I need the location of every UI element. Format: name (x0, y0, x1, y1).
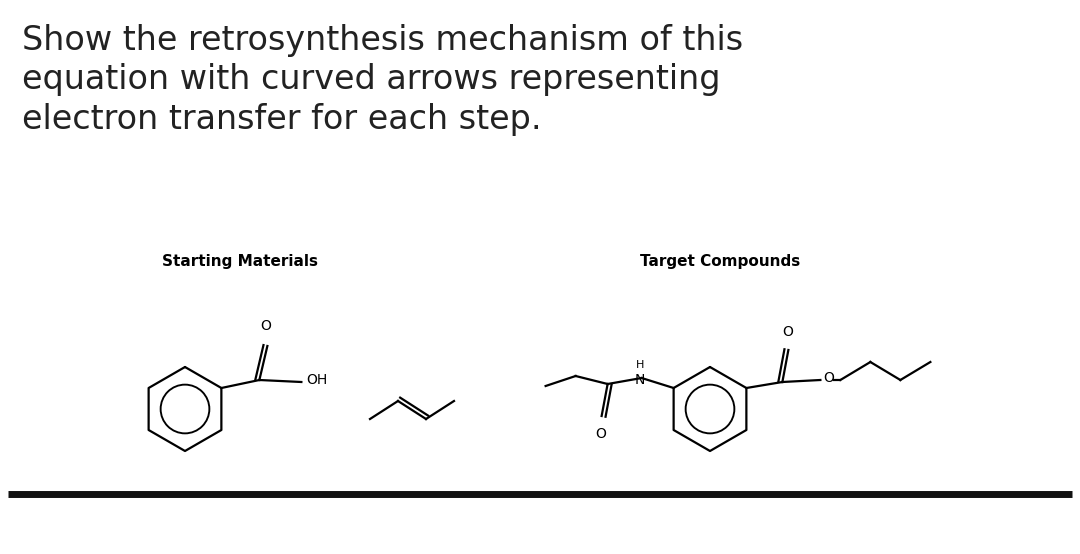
Text: N: N (634, 373, 645, 387)
Text: H: H (635, 360, 644, 370)
Text: Target Compounds: Target Compounds (639, 254, 800, 269)
Text: O: O (782, 325, 793, 339)
Text: O: O (823, 371, 834, 385)
Text: OH: OH (307, 373, 327, 387)
Text: Starting Materials: Starting Materials (162, 254, 318, 269)
Text: Show the retrosynthesis mechanism of this
equation with curved arrows representi: Show the retrosynthesis mechanism of thi… (22, 24, 743, 136)
Text: O: O (595, 427, 606, 441)
Text: O: O (260, 319, 271, 333)
